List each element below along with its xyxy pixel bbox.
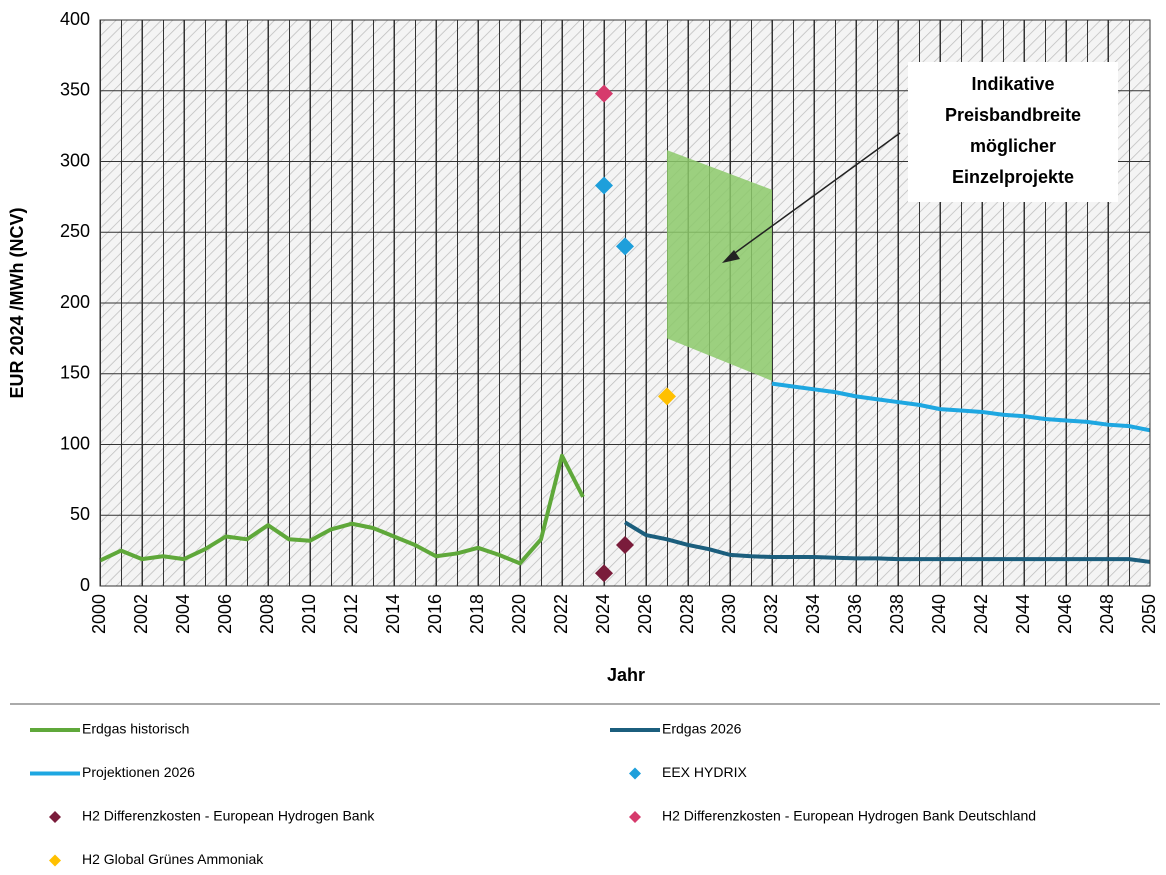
annotation-box xyxy=(908,62,1118,202)
x-tick-label: 2048 xyxy=(1097,594,1117,634)
legend-swatch xyxy=(629,767,641,780)
y-tick-label: 200 xyxy=(60,292,90,312)
y-tick-label: 50 xyxy=(70,504,90,524)
x-tick-label: 2012 xyxy=(341,594,361,634)
legend-label: H2 Global Grünes Ammoniak xyxy=(82,851,264,867)
plot-border xyxy=(99,19,1151,587)
x-tick-label: 2022 xyxy=(551,594,571,634)
x-tick-label: 2042 xyxy=(971,594,991,634)
annotation-text: Indikative xyxy=(971,74,1054,94)
legend-label: Erdgas historisch xyxy=(82,721,189,737)
x-tick-label: 2032 xyxy=(761,594,781,634)
marker xyxy=(595,176,613,195)
x-tick-label: 2018 xyxy=(467,594,487,634)
price-band xyxy=(667,150,772,381)
x-tick-label: 2044 xyxy=(1013,594,1033,634)
y-tick-label: 300 xyxy=(60,150,90,170)
x-tick-label: 2020 xyxy=(509,594,529,634)
y-tick-label: 150 xyxy=(60,363,90,383)
legend-swatch xyxy=(629,811,641,823)
legend-label: H2 Differenzkosten - European Hydrogen B… xyxy=(662,808,1036,824)
x-tick-label: 2004 xyxy=(173,594,193,634)
annotation-text: Preisbandbreite xyxy=(945,105,1081,125)
annotation-text: Einzelprojekte xyxy=(952,167,1074,187)
y-tick-label: 0 xyxy=(80,575,90,595)
x-tick-label: 2016 xyxy=(425,594,445,634)
x-tick-label: 2040 xyxy=(929,594,949,634)
marker xyxy=(595,84,613,103)
arrow-head xyxy=(722,250,740,263)
marker xyxy=(616,237,634,256)
x-tick-label: 2010 xyxy=(299,594,319,634)
legend-label: H2 Differenzkosten - European Hydrogen B… xyxy=(82,808,375,824)
y-tick-label: 250 xyxy=(60,221,90,241)
x-tick-label: 2034 xyxy=(803,594,823,634)
y-axis-label: EUR 2024 /MWh (NCV) xyxy=(7,207,27,398)
x-tick-label: 2024 xyxy=(593,594,613,634)
y-tick-label: 100 xyxy=(60,433,90,453)
x-tick-label: 2006 xyxy=(215,594,235,634)
marker xyxy=(616,535,634,554)
y-tick-label: 400 xyxy=(60,9,90,29)
y-tick-label: 350 xyxy=(60,80,90,100)
x-tick-label: 2008 xyxy=(257,594,277,634)
x-tick-label: 2014 xyxy=(383,594,403,634)
legend-swatch xyxy=(49,811,61,823)
line-series xyxy=(623,520,1151,564)
legend-swatch xyxy=(49,854,61,867)
marker xyxy=(658,387,676,406)
legend-label: EEX HYDRIX xyxy=(662,764,747,780)
line-series xyxy=(99,453,585,566)
x-tick-label: 2038 xyxy=(887,594,907,634)
x-axis-label: Jahr xyxy=(607,665,645,685)
x-tick-label: 2028 xyxy=(677,594,697,634)
x-tick-label: 2026 xyxy=(635,594,655,634)
legend-label: Projektionen 2026 xyxy=(82,764,195,780)
legend-label: Erdgas 2026 xyxy=(662,721,742,737)
x-tick-label: 2030 xyxy=(719,594,739,634)
x-tick-label: 2002 xyxy=(131,594,151,634)
annotation-text: möglicher xyxy=(970,136,1056,156)
line-series xyxy=(771,381,1151,433)
x-tick-label: 2036 xyxy=(845,594,865,634)
annotation-arrow xyxy=(727,132,901,259)
x-tick-label: 2000 xyxy=(89,594,109,634)
marker xyxy=(595,564,613,583)
x-tick-label: 2046 xyxy=(1055,594,1075,634)
x-tick-label: 2050 xyxy=(1139,594,1159,634)
